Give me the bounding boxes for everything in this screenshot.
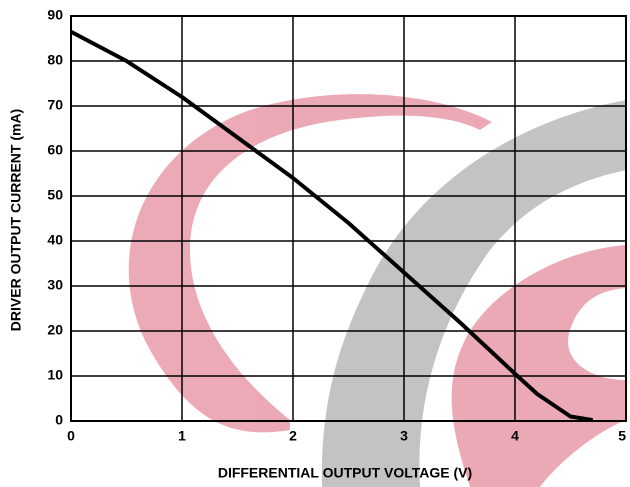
y-tick-label: 90 — [47, 7, 63, 23]
y-tick-label: 30 — [47, 277, 63, 293]
y-tick-label: 20 — [47, 322, 63, 338]
y-tick-label: 70 — [47, 97, 63, 113]
y-tick-label: 0 — [55, 412, 63, 428]
x-tick-label: 5 — [618, 428, 626, 444]
y-tick-label: 60 — [47, 142, 63, 158]
x-axis-title: DIFFERENTIAL OUTPUT VOLTAGE (V) — [218, 465, 472, 481]
x-tick-label: 3 — [400, 428, 408, 444]
plot-frame — [70, 15, 627, 422]
x-tick-label: 4 — [511, 428, 519, 444]
x-tick-label: 1 — [178, 428, 186, 444]
y-tick-label: 80 — [47, 52, 63, 68]
y-tick-label: 40 — [47, 232, 63, 248]
y-tick-label: 50 — [47, 187, 63, 203]
x-tick-label: 0 — [67, 428, 75, 444]
watermark — [128, 94, 626, 487]
y-axis-title: DRIVER OUTPUT CURRENT (mA) — [8, 109, 24, 331]
y-tick-label: 10 — [47, 367, 63, 383]
data-line — [70, 29, 594, 423]
x-tick-label: 2 — [289, 428, 297, 444]
